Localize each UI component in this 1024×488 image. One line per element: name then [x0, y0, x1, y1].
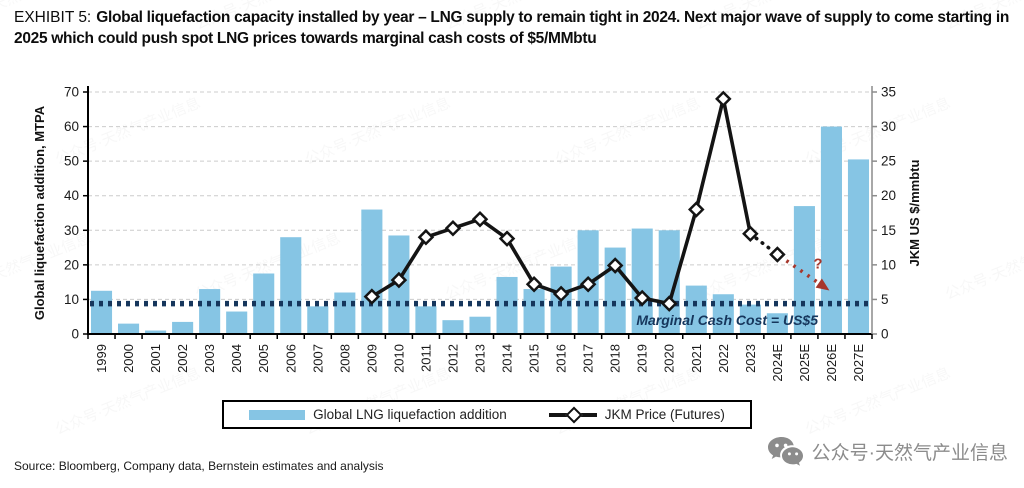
svg-text:2006: 2006	[283, 344, 298, 373]
wechat-watermark: 公众号·天然气产业信息	[767, 436, 1008, 467]
svg-text:2022: 2022	[716, 344, 731, 373]
svg-text:2020: 2020	[662, 344, 677, 373]
svg-text:20: 20	[64, 257, 79, 272]
svg-text:25: 25	[881, 154, 896, 169]
svg-text:Marginal Cash Cost = US$5: Marginal Cash Cost = US$5	[636, 312, 818, 328]
svg-text:2014: 2014	[500, 344, 515, 373]
svg-text:2021: 2021	[689, 344, 704, 373]
svg-text:2026E: 2026E	[824, 344, 839, 382]
svg-text:15: 15	[881, 223, 896, 238]
svg-text:2002: 2002	[175, 344, 190, 373]
svg-text:2009: 2009	[364, 344, 379, 373]
svg-text:30: 30	[64, 223, 79, 238]
svg-text:60: 60	[64, 119, 79, 134]
svg-text:2025E: 2025E	[797, 344, 812, 382]
bar-swatch	[249, 409, 306, 420]
svg-text:35: 35	[881, 85, 896, 100]
svg-text:2010: 2010	[391, 344, 406, 373]
svg-text:5: 5	[881, 292, 889, 307]
legend-label-jkm: JKM Price (Futures)	[604, 407, 725, 422]
exhibit-title-text: Global liquefaction capacity installed b…	[14, 9, 1010, 47]
exhibit-label: EXHIBIT 5:	[14, 9, 92, 26]
svg-text:20: 20	[881, 188, 896, 203]
svg-text:2015: 2015	[527, 344, 542, 373]
svg-text:0: 0	[881, 327, 889, 342]
svg-text:JKM US $/mmbtu: JKM US $/mmbtu	[907, 159, 922, 266]
svg-text:2005: 2005	[256, 344, 271, 373]
wechat-icon	[767, 437, 803, 466]
svg-text:2012: 2012	[445, 344, 460, 373]
chart-legend: Global LNG liquefaction addition JKM Pri…	[222, 400, 752, 429]
svg-text:40: 40	[64, 188, 79, 203]
svg-text:?: ?	[813, 256, 822, 273]
svg-text:2023: 2023	[743, 344, 758, 373]
svg-text:2000: 2000	[121, 344, 136, 373]
legend-item-liquefaction: Global LNG liquefaction addition	[249, 407, 507, 422]
svg-text:2007: 2007	[310, 344, 325, 373]
svg-text:2016: 2016	[554, 344, 569, 373]
svg-text:1999: 1999	[94, 344, 109, 373]
svg-text:2011: 2011	[418, 344, 433, 372]
exhibit-title: EXHIBIT 5: Global liquefaction capacity i…	[14, 8, 1014, 50]
svg-text:2027E: 2027E	[851, 344, 866, 382]
svg-text:2003: 2003	[202, 344, 217, 373]
svg-text:10: 10	[881, 257, 896, 272]
chart-canvas: Marginal Cash Cost = US$5?01020304050607…	[32, 85, 922, 382]
wechat-account-name: 公众号·天然气产业信息	[811, 443, 1008, 464]
svg-text:2018: 2018	[608, 344, 623, 373]
capacity-price-chart: Marginal Cash Cost = US$5? 0 10 20 30 40 50 60 7…	[0, 78, 1024, 400]
svg-text:Global liquefaction addition,: Global liquefaction addition, MTPA	[32, 105, 47, 320]
svg-text:2019: 2019	[635, 344, 650, 373]
legend-item-jkm: JKM Price (Futures)	[548, 406, 725, 424]
line-swatch	[548, 406, 597, 424]
svg-text:50: 50	[64, 154, 79, 169]
diamond-marker-icon	[565, 406, 583, 424]
source-note: Source: Bloomberg, Company data, Bernste…	[14, 459, 384, 473]
svg-text:0: 0	[71, 327, 79, 342]
svg-text:2017: 2017	[581, 344, 596, 373]
svg-text:30: 30	[881, 119, 896, 134]
svg-text:2004: 2004	[229, 344, 244, 373]
svg-text:2008: 2008	[337, 344, 352, 373]
svg-text:2001: 2001	[148, 344, 163, 373]
svg-text:2013: 2013	[473, 344, 488, 373]
svg-text:2024E: 2024E	[770, 344, 785, 382]
svg-text:10: 10	[64, 292, 79, 307]
svg-text:70: 70	[64, 85, 79, 100]
legend-label-liquefaction: Global LNG liquefaction addition	[313, 407, 507, 422]
